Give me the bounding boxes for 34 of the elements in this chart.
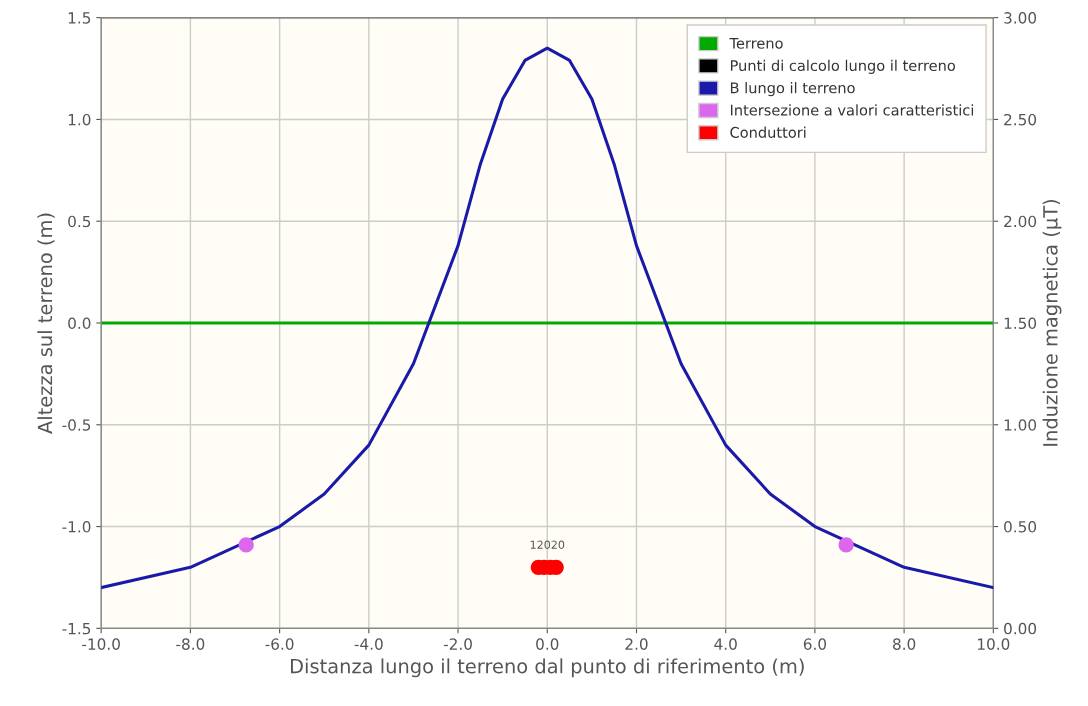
y-axis-title: Altezza sul terreno (m) xyxy=(37,213,55,434)
legend-label: Terreno xyxy=(729,37,783,49)
x-tick-label: 10.0 xyxy=(978,638,1010,650)
y2-tick-label: 2.00 xyxy=(1004,215,1037,228)
y2-tick-label: 0.50 xyxy=(1004,521,1037,533)
x-axis-title: Distanza lungo il terreno dal punto di riferimento (m) xyxy=(290,658,804,678)
x-tick-label: 0.0 xyxy=(536,638,559,650)
annotation: 12020 xyxy=(530,540,565,549)
y-tick-label: -1.0 xyxy=(62,521,91,533)
y2-axis-title: Induzione magnetica (µT) xyxy=(1042,199,1062,446)
y2-tick-label: 2.50 xyxy=(1004,113,1037,126)
x-tick-label: 2.0 xyxy=(625,638,648,650)
x-tick-label: -4.0 xyxy=(354,638,383,650)
x-tick-label: -10.0 xyxy=(82,638,120,650)
y2-tick-label: 0.00 xyxy=(1004,622,1037,635)
y-tick-label: 0.5 xyxy=(68,215,91,228)
x-tick-label: -2.0 xyxy=(443,638,472,650)
y-tick-label: 1.0 xyxy=(68,113,91,126)
x-tick-label: 4.0 xyxy=(714,638,737,650)
y2-tick-label: 1.50 xyxy=(1004,317,1037,330)
y-tick-label: 0.0 xyxy=(68,317,91,330)
y-tick-label: 1.5 xyxy=(68,12,91,24)
x-tick-label: 6.0 xyxy=(803,638,827,650)
legend-label: Conduttori xyxy=(730,126,806,138)
y2-tick-label: 3.00 xyxy=(1004,12,1037,24)
x-tick-label: 8.0 xyxy=(893,638,916,650)
x-tick-label: -8.0 xyxy=(176,638,205,650)
legend-label: B lungo il terreno xyxy=(730,82,855,97)
x-tick-label: -6.0 xyxy=(265,638,294,650)
y2-tick-label: 1.00 xyxy=(1004,419,1037,431)
y-tick-label: -0.5 xyxy=(62,419,91,431)
y-tick-label: -1.5 xyxy=(62,623,91,635)
legend-label: Punti di calcolo lungo il terreno xyxy=(730,59,955,74)
legend-label: Intersezione a valori caratteristici xyxy=(730,104,974,116)
